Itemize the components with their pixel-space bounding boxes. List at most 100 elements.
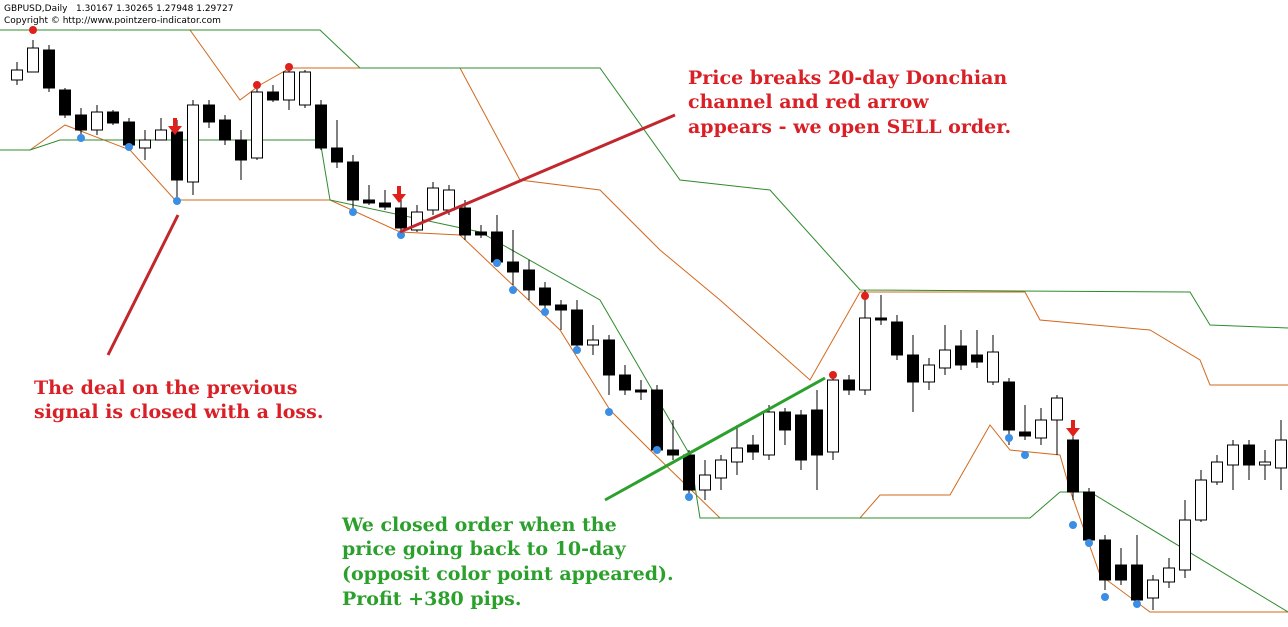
signal-marks — [29, 26, 1141, 608]
candle-body — [827, 379, 839, 453]
candles — [11, 40, 1287, 610]
candle-body — [1163, 567, 1175, 583]
candle-body — [443, 189, 455, 211]
candle-body — [1003, 381, 1015, 431]
candle-body — [235, 139, 247, 161]
candle-body — [731, 447, 743, 463]
candle-body — [955, 345, 967, 366]
candle-body — [539, 287, 551, 306]
support-dot — [1021, 451, 1029, 459]
support-dot — [493, 259, 501, 267]
candle-body — [843, 379, 855, 391]
resistance-dot — [285, 63, 293, 71]
candle-body — [251, 91, 263, 159]
loss-note: signal is closed with a loss. — [34, 401, 323, 423]
sell-note: Price breaks 20-day Donchian — [688, 67, 1007, 89]
candle-body — [1035, 419, 1047, 439]
candle-body — [171, 131, 183, 181]
candle-body — [1083, 491, 1095, 541]
candle-body — [635, 389, 647, 393]
support-dot — [1101, 593, 1109, 601]
close-note: price going back to 10-day — [342, 538, 627, 560]
close-note: (opposit color point appeared). — [342, 563, 674, 585]
candle-body — [1051, 397, 1063, 421]
candle-body — [427, 187, 439, 211]
sell-note: channel and red arrow — [688, 91, 929, 113]
candle-body — [1147, 579, 1159, 599]
support-dot — [1069, 521, 1077, 529]
close-pointer — [604, 376, 826, 502]
loss-pointer — [106, 214, 180, 356]
candle-body — [939, 349, 951, 369]
support-dot — [653, 446, 661, 454]
support-dot — [77, 134, 85, 142]
candle-body — [971, 354, 983, 363]
candle-body — [75, 114, 87, 131]
lower-20 — [0, 139, 1288, 613]
candle-body — [267, 91, 279, 101]
sell-arrow — [392, 186, 406, 203]
support-dot — [509, 286, 517, 294]
support-dot — [349, 208, 357, 216]
support-dot — [1005, 434, 1013, 442]
candle-body — [11, 69, 23, 81]
candle-body — [603, 339, 615, 376]
candle-body — [27, 47, 39, 73]
candle-body — [331, 147, 343, 163]
close-note: We closed order when the — [341, 514, 617, 536]
channel-lines — [0, 29, 1288, 613]
resistance-dot — [829, 371, 837, 379]
support-dot — [605, 408, 613, 416]
symbol: GBPUSD,Daily — [4, 4, 68, 14]
candle-body — [923, 364, 935, 383]
candle-body — [491, 231, 503, 263]
candle-body — [1179, 519, 1191, 571]
candle-body — [459, 207, 471, 236]
candle-body — [763, 411, 775, 456]
candle-body — [715, 459, 727, 479]
candle-body — [987, 351, 999, 383]
candle-body — [587, 339, 599, 346]
sell-arrow — [168, 118, 182, 135]
candle-body — [795, 414, 807, 461]
candle-body — [1195, 479, 1207, 521]
support-dot — [125, 143, 133, 151]
candle-body — [91, 111, 103, 131]
candle-body — [347, 161, 359, 201]
support-dot — [173, 197, 181, 205]
candle-body — [1243, 444, 1255, 466]
candle-body — [1099, 539, 1111, 581]
candle-body — [1227, 444, 1239, 466]
candle-body — [203, 104, 215, 123]
support-dot — [685, 493, 693, 501]
candle-body — [779, 411, 791, 431]
candle-body — [379, 202, 391, 208]
candle-body — [475, 231, 487, 236]
candle-body — [363, 199, 375, 204]
candle-body — [507, 261, 519, 273]
candle-body — [1275, 439, 1287, 469]
support-dot — [541, 308, 549, 316]
candle-body — [1115, 564, 1127, 581]
candle-body — [1211, 461, 1223, 483]
candle-body — [555, 304, 567, 311]
resistance-dot — [29, 26, 37, 34]
candle-body — [299, 71, 311, 106]
candle-body — [875, 317, 887, 321]
candle-body — [859, 317, 871, 391]
sell-note: appears - we open SELL order. — [688, 116, 1011, 138]
candle-body — [59, 89, 71, 116]
upper-20 — [0, 29, 1288, 329]
resistance-dot — [253, 81, 261, 89]
sell-arrow — [1066, 420, 1080, 437]
candle-body — [523, 269, 535, 291]
copyright: Copyright © http://www.pointzero-indicat… — [4, 16, 221, 26]
loss-note: The deal on the previous — [34, 377, 297, 399]
candle-body — [811, 409, 823, 456]
candle-body — [1019, 431, 1031, 437]
resistance-dot — [861, 292, 869, 300]
candle-body — [43, 49, 55, 89]
candle-body — [683, 454, 695, 491]
candle-body — [699, 474, 711, 491]
